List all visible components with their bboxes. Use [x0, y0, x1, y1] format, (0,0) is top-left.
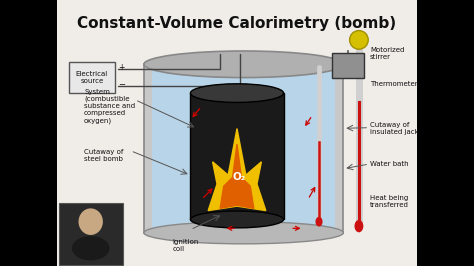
FancyBboxPatch shape: [332, 53, 364, 78]
Text: Ignition
coil: Ignition coil: [173, 239, 199, 252]
FancyBboxPatch shape: [69, 62, 115, 93]
Ellipse shape: [144, 51, 343, 78]
Text: Heat being
transferred: Heat being transferred: [370, 195, 409, 208]
Ellipse shape: [144, 222, 343, 244]
Ellipse shape: [355, 220, 364, 232]
Text: Cutaway of
steel bomb: Cutaway of steel bomb: [84, 148, 123, 161]
Ellipse shape: [350, 31, 368, 49]
Text: Electrical
source: Electrical source: [76, 71, 108, 84]
Text: −: −: [118, 80, 125, 89]
Ellipse shape: [191, 211, 283, 228]
Text: Motorized
stirrer: Motorized stirrer: [370, 47, 404, 60]
Ellipse shape: [191, 84, 283, 102]
Text: Water bath: Water bath: [370, 161, 409, 167]
Bar: [417, 0, 459, 266]
Text: Constant-Volume Calorimetry (bomb): Constant-Volume Calorimetry (bomb): [77, 15, 397, 31]
Ellipse shape: [72, 236, 109, 260]
Text: Thermometer: Thermometer: [370, 81, 418, 87]
Polygon shape: [220, 144, 254, 208]
Text: +: +: [118, 63, 125, 72]
Bar: [15, 0, 57, 266]
Ellipse shape: [79, 208, 103, 235]
Text: Cutaway of
insulated jacket: Cutaway of insulated jacket: [370, 122, 426, 135]
Bar: [144, 64, 343, 233]
Bar: [152, 66, 336, 228]
Bar: [59, 203, 123, 265]
Polygon shape: [208, 128, 266, 211]
Bar: [57, 0, 417, 266]
Ellipse shape: [316, 217, 323, 227]
Text: O₂: O₂: [233, 172, 246, 182]
Text: System
(combustible
substance and
compressed
oxygen): System (combustible substance and compre…: [84, 89, 135, 124]
Bar: [191, 93, 283, 219]
